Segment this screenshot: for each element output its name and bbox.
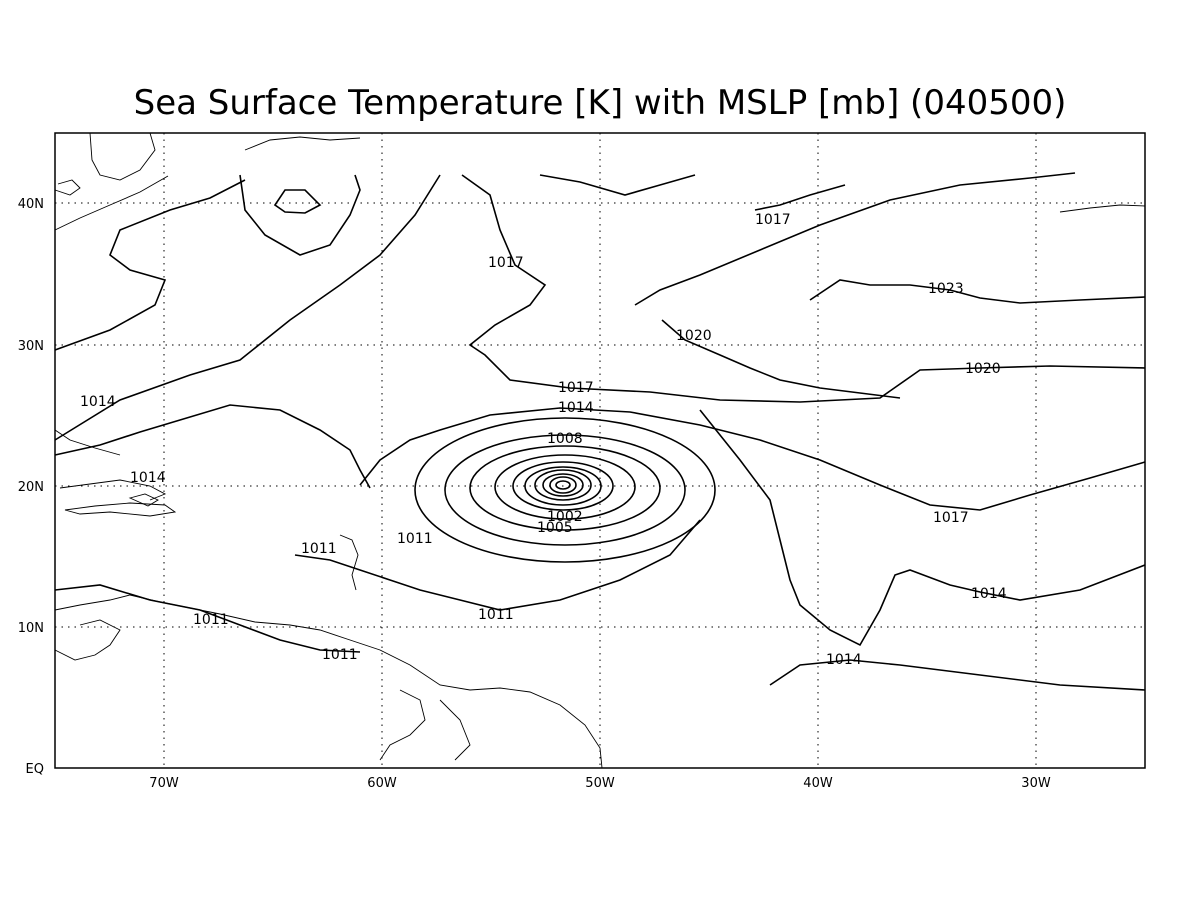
coast-new-england <box>54 175 169 231</box>
isobar-storm-ring-4 <box>542 473 584 497</box>
contour-label: 1017 <box>933 510 969 526</box>
longitude-labels: 70W 60W 50W 40W 30W <box>149 776 1051 791</box>
contour-label: 1014 <box>558 400 594 416</box>
map-title: Sea Surface Temperature [K] with MSLP [m… <box>134 83 1067 123</box>
contour-label: 1008 <box>547 431 583 447</box>
isobars <box>54 172 1146 691</box>
isobar-1023 <box>809 279 1146 304</box>
contour-label: 1005 <box>537 520 573 536</box>
isobar-storm-core <box>555 480 571 490</box>
coast-guyana <box>439 699 471 761</box>
contour-label: 1014 <box>80 394 116 410</box>
isobar-1014-southeast <box>769 659 1146 691</box>
isobar-1017-west <box>54 179 246 351</box>
isobar-1014-east <box>699 409 1146 647</box>
lat-label: 40N <box>18 197 44 212</box>
isobar-small-closed <box>273 189 322 214</box>
contour-label: 1020 <box>676 328 712 344</box>
lat-label: EQ <box>26 762 44 777</box>
coast-puerto-rico <box>128 493 159 507</box>
contour-label: 1011 <box>478 607 514 623</box>
coast-azores-region <box>1059 204 1146 213</box>
isobar-1011-storm-outer <box>414 417 716 563</box>
coast-central-america <box>54 619 121 661</box>
coast-hispaniola <box>64 502 177 517</box>
isobar-1011-south <box>294 519 701 611</box>
contour-label: 1011 <box>397 531 433 547</box>
isobar-1005 <box>469 445 661 531</box>
isobar-1002 <box>494 454 636 520</box>
isobar-1020-ridge <box>634 172 1076 306</box>
isobar-north-arc <box>539 174 696 196</box>
contour-labels: 1017 1017 1023 1020 1020 1017 1014 1008 … <box>80 212 1007 668</box>
coast-nova-scotia <box>244 136 361 151</box>
coast-south-america-north <box>54 594 603 769</box>
isobar-storm-ring-5 <box>549 476 577 494</box>
lon-label: 60W <box>367 776 397 791</box>
isobar-1014-central <box>359 407 1146 511</box>
isobar-1017-upper-right <box>754 184 846 211</box>
contour-label: 1017 <box>488 255 524 271</box>
contour-label: 1023 <box>928 281 964 297</box>
latitude-labels: 40N 30N 20N 10N EQ <box>18 197 44 777</box>
lon-label: 50W <box>585 776 615 791</box>
isobar-storm-ring-1 <box>512 461 614 511</box>
coast-lesser-antilles <box>339 534 359 591</box>
contour-label: 1020 <box>965 361 1001 377</box>
isobar-1014-west <box>54 404 371 489</box>
isobar-storm-ring-3 <box>534 469 592 501</box>
isobar-1011-caribbean <box>54 584 361 653</box>
contour-label: 1011 <box>193 612 229 628</box>
contour-label: 1011 <box>301 541 337 557</box>
coast-cuba <box>59 479 167 501</box>
contour-label: 1002 <box>547 509 583 525</box>
coast-long-island <box>54 179 81 196</box>
graticule <box>55 133 1145 768</box>
isobar-1008 <box>444 434 686 546</box>
lon-label: 70W <box>149 776 179 791</box>
lon-label: 30W <box>1021 776 1051 791</box>
isobar-storm-ring-2 <box>524 466 602 506</box>
isobar-1020-south <box>661 319 901 399</box>
isobar-1014-northwest <box>54 174 441 441</box>
contour-label: 1014 <box>971 586 1007 602</box>
coastlines <box>54 132 1146 769</box>
contour-label: 1014 <box>130 470 166 486</box>
contour-label: 1011 <box>322 647 358 663</box>
contour-label: 1017 <box>755 212 791 228</box>
isobar-1017-central <box>461 174 1146 403</box>
lat-label: 10N <box>18 621 44 636</box>
coast-venezuela-interior <box>379 689 426 761</box>
contour-label: 1014 <box>826 652 862 668</box>
isobar-nova-high <box>239 174 361 256</box>
contour-label: 1017 <box>558 380 594 396</box>
coast-northeast <box>89 132 156 181</box>
lat-label: 20N <box>18 480 44 495</box>
lon-label: 40W <box>803 776 833 791</box>
lat-label: 30N <box>18 339 44 354</box>
